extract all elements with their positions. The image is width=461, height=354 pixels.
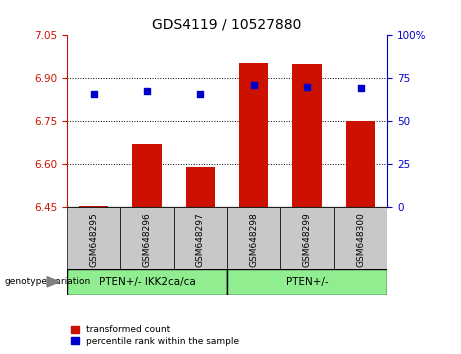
Point bbox=[143, 88, 151, 94]
Bar bbox=[186, 167, 215, 207]
Bar bbox=[292, 64, 322, 207]
Bar bbox=[334, 207, 387, 269]
Bar bbox=[120, 207, 174, 269]
Text: GSM648299: GSM648299 bbox=[302, 212, 312, 267]
Point bbox=[90, 91, 97, 97]
Bar bbox=[280, 207, 334, 269]
Point bbox=[303, 84, 311, 90]
Text: GSM648295: GSM648295 bbox=[89, 212, 98, 267]
Bar bbox=[239, 63, 268, 207]
Bar bbox=[346, 121, 375, 207]
Text: GSM648300: GSM648300 bbox=[356, 212, 365, 267]
Bar bbox=[174, 207, 227, 269]
Point bbox=[250, 82, 257, 88]
Point bbox=[197, 91, 204, 97]
Legend: transformed count, percentile rank within the sample: transformed count, percentile rank withi… bbox=[71, 325, 239, 346]
Text: GSM648296: GSM648296 bbox=[142, 212, 152, 267]
Text: PTEN+/-: PTEN+/- bbox=[286, 277, 328, 287]
Bar bbox=[67, 269, 227, 295]
Text: GSM648298: GSM648298 bbox=[249, 212, 258, 267]
Point bbox=[357, 86, 364, 91]
Title: GDS4119 / 10527880: GDS4119 / 10527880 bbox=[152, 17, 302, 32]
Text: GSM648297: GSM648297 bbox=[196, 212, 205, 267]
Text: PTEN+/- IKK2ca/ca: PTEN+/- IKK2ca/ca bbox=[99, 277, 195, 287]
Bar bbox=[67, 207, 120, 269]
Bar bbox=[132, 144, 162, 207]
Bar bbox=[227, 207, 280, 269]
Text: genotype/variation: genotype/variation bbox=[5, 277, 91, 286]
Bar bbox=[227, 269, 387, 295]
Bar bbox=[79, 206, 108, 207]
